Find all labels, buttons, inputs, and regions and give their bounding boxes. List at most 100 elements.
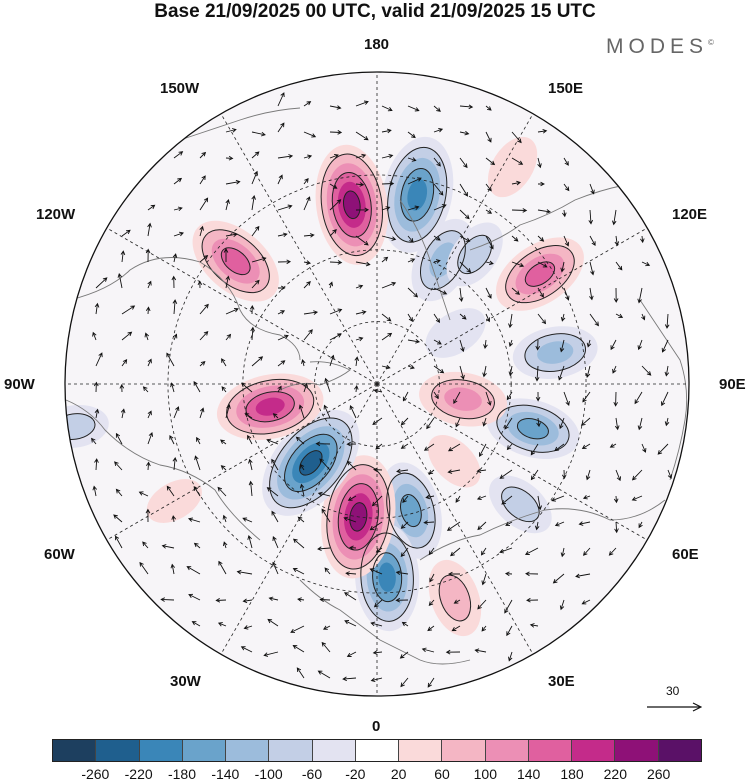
wind-arrow xyxy=(355,336,364,342)
wind-arrow xyxy=(477,599,487,610)
wind-arrow xyxy=(346,441,357,447)
wind-arrow xyxy=(446,521,461,531)
anomaly-shade xyxy=(525,261,555,287)
wind-arrow xyxy=(329,153,339,159)
coastline-alaska xyxy=(399,199,451,321)
wind-arrow xyxy=(637,417,643,431)
wind-arrow xyxy=(173,206,183,212)
wind-arrow xyxy=(433,235,441,241)
wind-arrow xyxy=(119,383,125,393)
wind-arrow xyxy=(194,455,201,471)
wind-arrow xyxy=(537,128,548,134)
wind-arrow xyxy=(117,272,123,289)
wind-arrow xyxy=(499,469,513,479)
contour-line xyxy=(387,146,448,243)
wind-arrow xyxy=(272,536,279,549)
wind-arrow xyxy=(395,597,409,603)
wind-arrow xyxy=(560,313,566,322)
wind-arrow xyxy=(139,561,149,575)
wind-arrow xyxy=(613,287,619,303)
wind-arrow xyxy=(459,339,465,353)
wind-arrow xyxy=(511,208,528,213)
wind-arrow xyxy=(248,458,253,471)
lon-label-90e: 90E xyxy=(719,376,746,393)
colorbar-tick-label: -220 xyxy=(124,766,153,782)
wind-arrow xyxy=(355,261,371,267)
wind-arrow xyxy=(476,495,487,501)
wind-arrow xyxy=(120,250,126,263)
wind-arrow xyxy=(220,439,227,445)
wind-arrow xyxy=(147,432,154,445)
lon-label-150w: 150W xyxy=(160,80,200,97)
wind-arrow xyxy=(504,599,513,614)
wind-arrow xyxy=(459,261,472,273)
wind-arrow xyxy=(147,410,152,419)
wind-arrow xyxy=(329,183,338,189)
colorbar-tick-label: -140 xyxy=(211,766,240,782)
wind-arrow xyxy=(272,413,279,419)
wind-arrow xyxy=(381,206,391,211)
wind-arrow xyxy=(121,229,131,237)
colorbar-tick-label: -260 xyxy=(81,766,110,782)
lon-label-30w: 30W xyxy=(170,673,201,690)
wind-arrow xyxy=(303,131,317,138)
wind-arrow xyxy=(355,235,369,246)
wind-arrow xyxy=(295,436,305,445)
wind-arrow xyxy=(407,177,422,185)
wind-arrow xyxy=(426,417,435,430)
wind-arrow xyxy=(277,259,292,265)
wind-arrow xyxy=(582,391,591,403)
wind-arrow xyxy=(588,209,594,225)
wind-arrow xyxy=(433,287,448,295)
wind-arrow xyxy=(303,233,315,238)
wind-arrow xyxy=(120,408,126,419)
wind-arrow xyxy=(506,625,513,637)
wind-arrow xyxy=(319,597,331,602)
reference-vector-arrow xyxy=(647,702,702,712)
wind-arrow xyxy=(396,468,409,474)
wind-arrow xyxy=(614,521,619,534)
contour-line xyxy=(342,190,361,220)
contour-line xyxy=(326,464,391,570)
anomaly-shade xyxy=(407,179,428,211)
reference-vector-label: 30 xyxy=(666,684,680,698)
contour-line xyxy=(524,333,587,372)
wind-arrow xyxy=(303,382,308,393)
contour-line xyxy=(349,502,368,532)
wind-arrow xyxy=(173,333,178,341)
wind-arrow xyxy=(427,625,435,632)
wind-arrow xyxy=(303,281,311,289)
wind-arrow xyxy=(329,229,337,237)
lon-label-120w: 120W xyxy=(36,206,76,223)
wind-arrow xyxy=(193,542,201,549)
wind-arrow xyxy=(251,356,264,367)
wind-arrow xyxy=(267,618,279,627)
wind-arrow xyxy=(355,207,370,213)
wind-arrow xyxy=(407,235,414,243)
wind-arrow xyxy=(251,194,256,211)
wind-arrow xyxy=(355,131,369,141)
contour-line xyxy=(400,494,422,528)
colorbar-tick-label: -60 xyxy=(301,766,323,782)
wind-arrow xyxy=(614,235,620,247)
wind-arrow xyxy=(199,175,206,185)
wind-arrow xyxy=(537,209,551,214)
wind-arrow xyxy=(474,648,487,653)
wind-arrow xyxy=(317,546,331,552)
wind-arrow xyxy=(193,380,201,393)
wind-arrow xyxy=(292,538,305,549)
wind-arrow xyxy=(329,308,343,315)
wind-arrow xyxy=(612,365,617,374)
anomaly-shade xyxy=(487,136,538,198)
wind-arrow xyxy=(504,417,513,430)
wind-arrow xyxy=(448,571,460,577)
wind-arrow xyxy=(290,625,305,634)
wind-arrow xyxy=(401,621,409,627)
wind-arrow xyxy=(505,521,513,526)
wind-arrow xyxy=(303,177,309,185)
wind-arrow xyxy=(91,437,97,445)
wind-arrow xyxy=(277,92,285,107)
wind-arrow xyxy=(615,469,622,482)
wind-arrow xyxy=(299,483,305,497)
wind-arrow xyxy=(534,521,540,531)
